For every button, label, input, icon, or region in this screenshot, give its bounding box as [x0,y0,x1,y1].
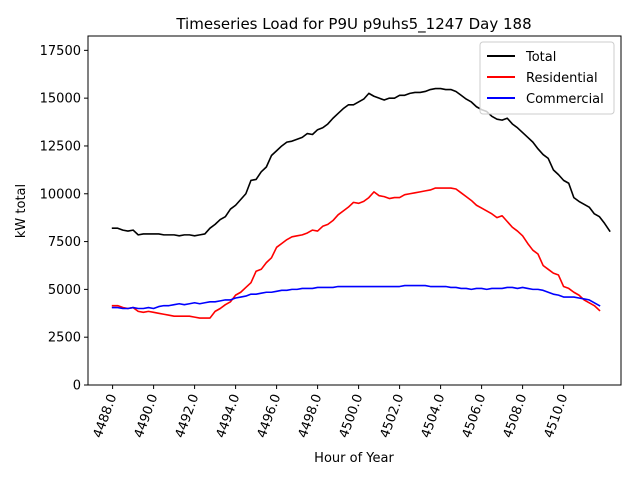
y-tick-label: 12500 [40,139,81,154]
y-axis: 0 2500 5000 7500 10000 12500 15000 17500 [40,44,88,394]
legend-label-total: Total [525,50,556,65]
plot-frame [87,35,622,386]
series-layer [111,87,611,319]
series-line-commercial [111,284,601,310]
x-axis-label: Hour of Year [314,451,394,466]
legend-label-commercial: Commercial [526,92,604,107]
y-tick-label: 2500 [48,331,81,346]
chart-title: Timeseries Load for P9U p9uhs5_1247 Day … [175,15,531,34]
y-tick-label: 7500 [48,235,81,250]
y-axis-label: kW total [14,184,29,238]
y-tick-label: 0 [73,379,81,394]
y-tick-label: 5000 [48,283,81,298]
y-tick-label: 17500 [40,44,81,59]
legend-label-residential: Residential [526,71,598,86]
series-line-residential [111,187,601,319]
series-line-total [111,87,611,237]
legend: Total Residential Commercial [479,41,615,115]
y-tick-label: 15000 [40,92,81,107]
legend-box [479,41,615,115]
y-tick-label: 10000 [40,187,81,202]
